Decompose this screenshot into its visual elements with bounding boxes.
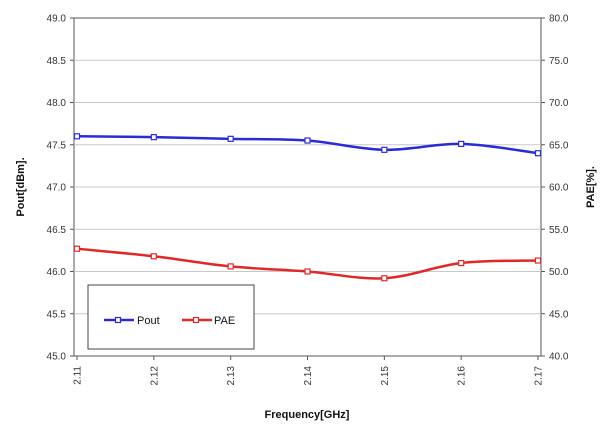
legend-pae-marker	[192, 316, 200, 324]
data-point-pout	[73, 133, 81, 140]
y-tick-label: 49.0	[47, 14, 67, 25]
y2-tick-label: 50.0	[549, 267, 569, 278]
data-point-pout	[381, 146, 388, 153]
legend-pae-label: PAE	[214, 315, 235, 327]
data-point-pae	[458, 259, 465, 267]
data-point-pout	[458, 140, 465, 148]
y2-tick-label: 40.0	[549, 352, 569, 363]
data-point-pae	[534, 257, 542, 264]
data-point-pout	[534, 150, 542, 157]
x-tick-label: 2.16	[457, 366, 468, 386]
data-point-pae	[73, 245, 81, 252]
x-axis-title: Frequency[GHz]	[265, 409, 350, 421]
data-point-pout	[150, 134, 157, 141]
y-axis-title: Pout[dBm].	[15, 157, 27, 216]
y2-tick-label: 65.0	[549, 140, 569, 151]
x-tick-label: 2.11	[73, 366, 84, 385]
y-tick-label: 48.0	[47, 98, 67, 109]
y-tick-label: 45.0	[47, 352, 67, 363]
data-point-pout	[227, 135, 234, 142]
x-axis-ticks: 2.11 2.12 2.13 2.14 2.15 2.16 2.17	[73, 356, 545, 385]
y-tick-label: 48.5	[47, 56, 67, 67]
x-tick-label: 2.12	[149, 366, 160, 386]
y2-tick-label: 55.0	[549, 225, 569, 236]
y2-tick-label: 60.0	[549, 183, 569, 194]
data-point-pae	[227, 263, 234, 270]
left-axis-ticks: 45.0 45.5 46.0 46.5 47.0 47.5 48.0 48.5 49.0	[47, 14, 74, 363]
y-tick-label: 46.5	[47, 225, 67, 236]
y-tick-label: 47.5	[47, 140, 67, 151]
y2-axis-title: PAE[%].	[585, 166, 597, 208]
legend-pout-label: Pout	[137, 315, 160, 327]
x-tick-label: 2.17	[534, 366, 545, 386]
x-tick-label: 2.14	[303, 366, 314, 386]
y2-tick-label: 80.0	[549, 14, 569, 25]
data-point-pae	[150, 253, 157, 260]
data-point-pae	[304, 268, 311, 275]
right-axis-ticks: 40.0 45.0 50.0 55.0 60.0 65.0 70.0 75.0 80.0	[541, 14, 569, 363]
y-tick-label: 46.0	[47, 267, 67, 278]
legend-pout-marker	[114, 316, 122, 324]
data-point-pae	[381, 275, 388, 282]
y-tick-label: 45.5	[47, 309, 67, 320]
data-point-pout	[304, 137, 311, 144]
x-tick-label: 2.15	[380, 366, 391, 386]
x-tick-label: 2.13	[226, 366, 237, 386]
y2-tick-label: 70.0	[549, 98, 569, 109]
legend: Pout PAE	[87, 284, 255, 350]
series-group	[73, 133, 542, 282]
y2-tick-label: 45.0	[549, 309, 569, 320]
y2-tick-label: 75.0	[549, 56, 569, 67]
y-tick-label: 47.0	[47, 183, 67, 194]
